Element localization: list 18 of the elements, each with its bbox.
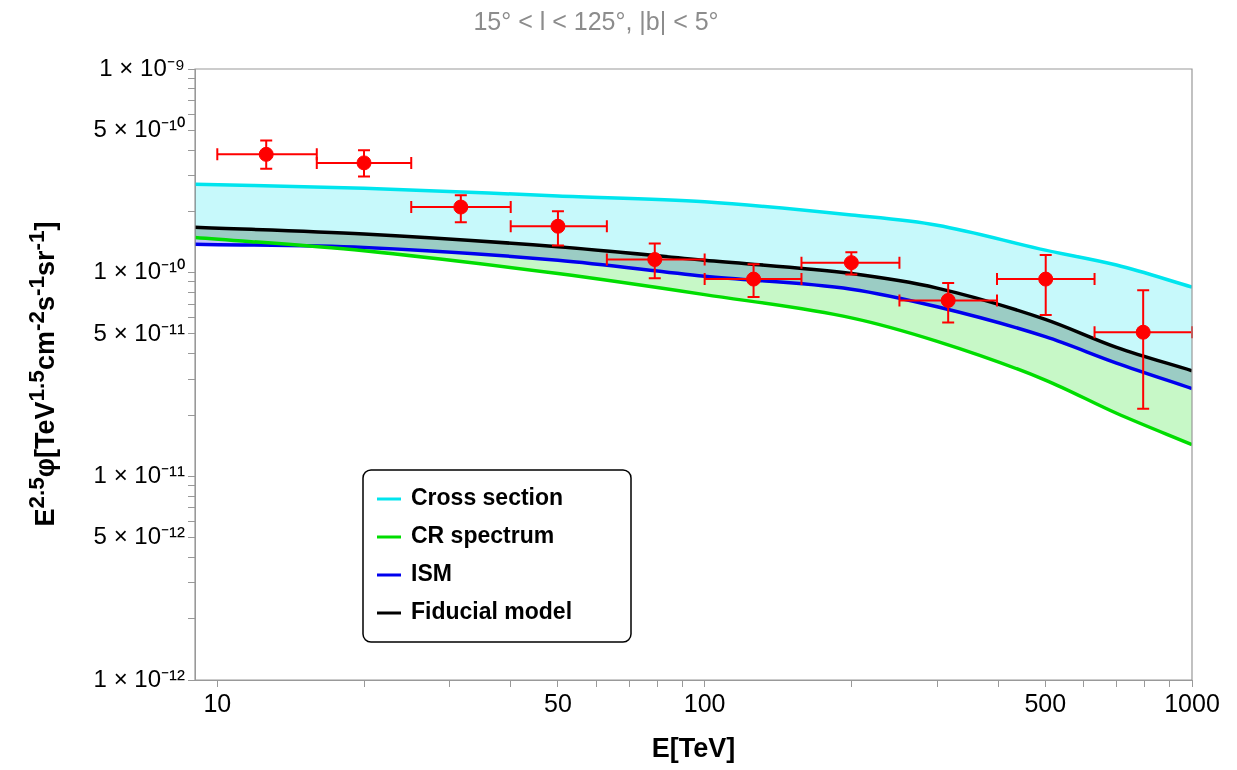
x-axis-title: E[TeV] — [651, 733, 736, 764]
x-tick-label: 500 — [1024, 688, 1067, 717]
legend-label: CR spectrum — [411, 522, 555, 549]
x-tick-label: 10 — [203, 688, 232, 717]
y-tick-label: 1 × 10⁻¹² — [93, 664, 185, 692]
y-tick-label: 5 × 10⁻¹¹ — [93, 318, 185, 346]
legend-label: Fiducial model — [411, 598, 573, 625]
chart-title: 15° < l < 125°, |b| < 5° — [473, 6, 719, 35]
y-tick-label: 1 × 10⁻⁹ — [99, 53, 185, 81]
x-tick-label: 100 — [683, 688, 726, 717]
y-tick-label: 1 × 10⁻¹¹ — [93, 460, 185, 488]
x-tick-label: 50 — [544, 688, 572, 717]
y-tick-label: 5 × 10⁻¹² — [93, 522, 185, 550]
legend-label: Cross section — [411, 484, 564, 511]
legend-label: ISM — [411, 560, 452, 587]
y-tick-label: 5 × 10⁻¹⁰ — [93, 114, 185, 142]
x-tick-label: 1000 — [1164, 688, 1220, 717]
y-tick-label: 1 × 10⁻¹⁰ — [93, 257, 185, 285]
